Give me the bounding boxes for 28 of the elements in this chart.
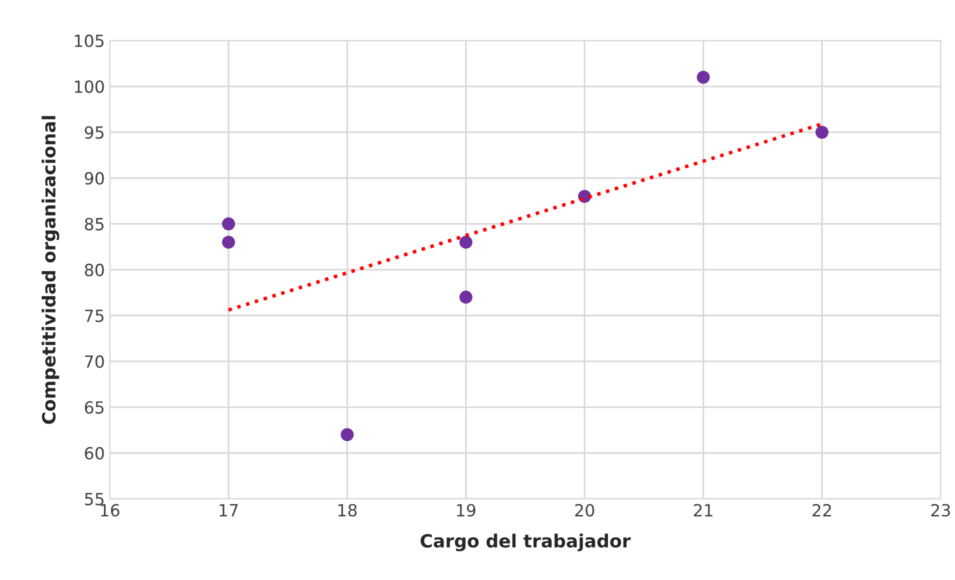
y-tick-label: 105 [74,34,104,48]
y-tick-label: 90 [84,172,104,185]
point [459,290,472,304]
y-axis-title: Competitividad organizacional [42,116,60,424]
x-tick-label: 19 [457,504,476,517]
y-tick-label: 75 [85,310,104,322]
x-tick-label: 17 [220,504,238,516]
point [696,70,710,84]
y-tick-label: 80 [84,264,104,276]
point [222,236,236,249]
x-tick-label: 22 [812,504,831,516]
y-tick-label: 60 [84,446,104,460]
y-tick-label: 100 [74,80,104,93]
point [815,126,828,139]
y-tick-label: 65 [84,401,104,414]
x-tick-label: 23 [931,504,950,517]
x-tick-label: 16 [101,504,120,517]
x-axis-title: Cargo del trabajador [420,534,631,552]
x-tick-label: 20 [575,504,594,517]
point [340,428,354,442]
y-tick-label: 85 [84,218,104,230]
y-tick-label: 55 [85,492,104,506]
y-tick-label: 70 [85,355,104,368]
y-tick-label: 95 [84,126,104,139]
point [222,217,236,230]
x-tick-label: 21 [694,504,712,516]
point [459,236,472,249]
x-tick-label: 18 [338,504,357,517]
